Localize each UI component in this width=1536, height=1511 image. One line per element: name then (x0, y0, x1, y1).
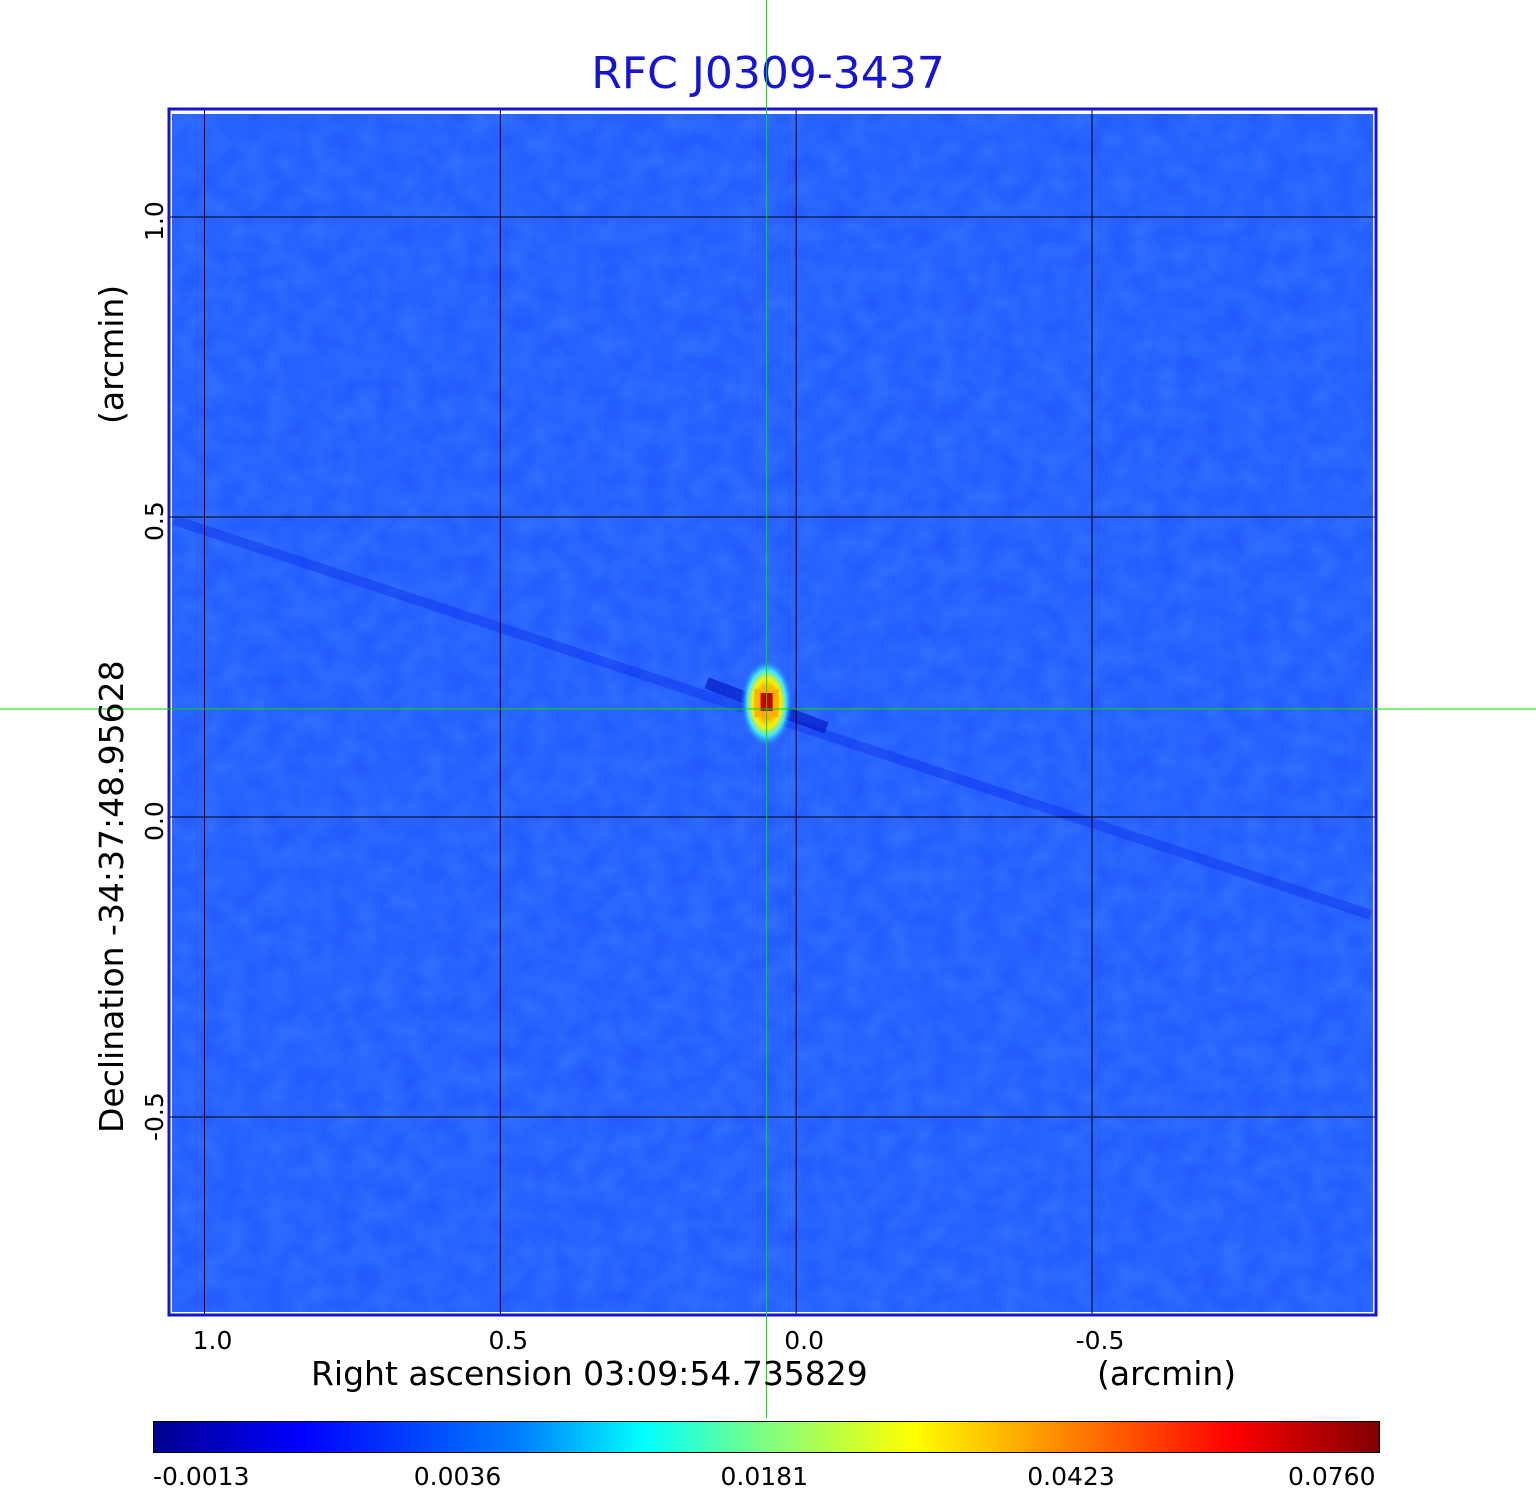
x-tick-label: 0.0 (784, 1326, 825, 1355)
chart-title: RFC J0309-3437 (591, 48, 945, 99)
crosshair (0, 0, 1536, 1418)
frame-border (167, 107, 1378, 1317)
plot-area[interactable] (0, 0, 1536, 1420)
x-tick-label: 0.5 (488, 1326, 529, 1355)
x-axis-label: Right ascension 03:09:54.735829 (311, 1354, 868, 1393)
x-axis-unit: (arcmin) (1097, 1354, 1237, 1393)
plot-frame (167, 107, 1378, 1317)
y-tick-label: 1.0 (140, 201, 169, 241)
y-axis-unit: (arcmin) (92, 284, 131, 424)
y-axis-label: Declination -34:37:48.95628 (92, 660, 131, 1133)
colorbar-tick-label: 0.0181 (720, 1462, 808, 1491)
x-tick-label: 1.0 (192, 1326, 233, 1355)
radio-image (172, 114, 1373, 1312)
coordinate-grid (169, 109, 1376, 1315)
colorbar-tick-label: 0.0423 (1027, 1462, 1115, 1491)
colorbar-tick-label: -0.0013 (153, 1462, 250, 1491)
y-tick-label: 0.5 (140, 501, 169, 541)
colorbar-tick-label: 0.0760 (1288, 1462, 1376, 1491)
colorbar (153, 1421, 1380, 1453)
y-tick-label: 0.0 (140, 801, 169, 841)
x-tick-label: -0.5 (1075, 1326, 1125, 1355)
y-tick-label: -0.5 (140, 1092, 169, 1141)
colorbar-tick-label: 0.0036 (413, 1462, 502, 1491)
